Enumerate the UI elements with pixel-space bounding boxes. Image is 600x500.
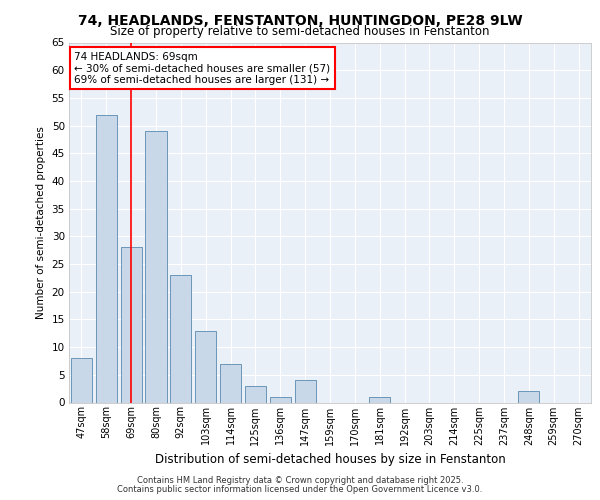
Bar [220,364,241,403]
Bar [121,248,142,402]
Bar [369,397,390,402]
Text: Contains public sector information licensed under the Open Government Licence v3: Contains public sector information licen… [118,485,482,494]
Text: Contains HM Land Registry data © Crown copyright and database right 2025.: Contains HM Land Registry data © Crown c… [137,476,463,485]
Text: 74 HEADLANDS: 69sqm
← 30% of semi-detached houses are smaller (57)
69% of semi-d: 74 HEADLANDS: 69sqm ← 30% of semi-detach… [74,52,331,84]
Bar [145,131,167,402]
Bar [96,114,117,403]
Bar [518,392,539,402]
Y-axis label: Number of semi-detached properties: Number of semi-detached properties [36,126,46,319]
Bar [170,275,191,402]
Text: 74, HEADLANDS, FENSTANTON, HUNTINGDON, PE28 9LW: 74, HEADLANDS, FENSTANTON, HUNTINGDON, P… [77,14,523,28]
Bar [71,358,92,403]
Bar [270,397,291,402]
Bar [195,330,216,402]
Bar [245,386,266,402]
Text: Size of property relative to semi-detached houses in Fenstanton: Size of property relative to semi-detach… [110,25,490,38]
X-axis label: Distribution of semi-detached houses by size in Fenstanton: Distribution of semi-detached houses by … [155,453,505,466]
Bar [295,380,316,402]
